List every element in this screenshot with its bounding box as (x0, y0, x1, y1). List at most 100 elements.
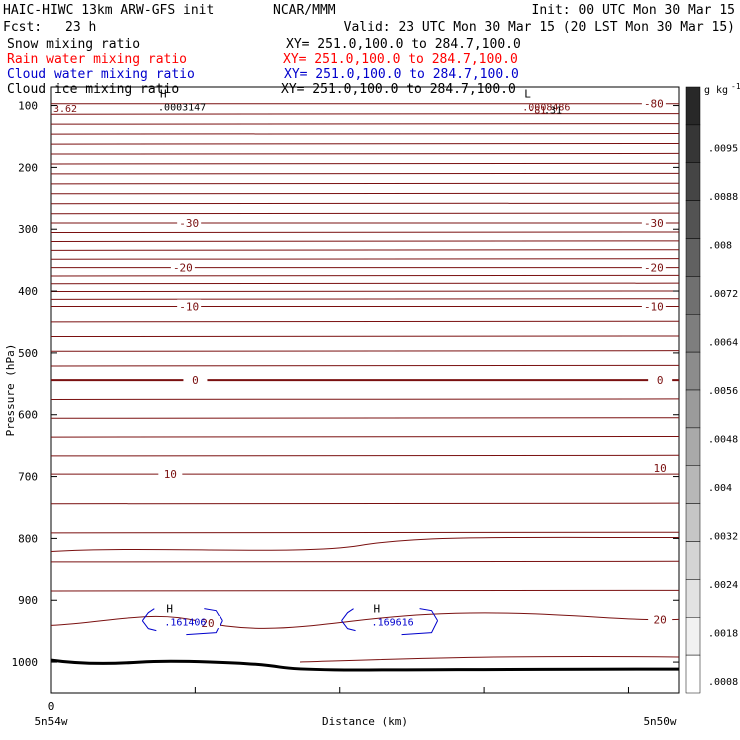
isotherm-line-minor (50, 152, 680, 155)
isotherm-line-minor (50, 162, 680, 165)
isotherm-label-bg (177, 299, 202, 312)
cloud-water-layer (141, 608, 439, 636)
isotherm-line-minor (50, 560, 680, 563)
colorbar-swatch (685, 351, 701, 391)
colorbar-unit-exponent: -1 (731, 82, 740, 91)
isotherm-line (50, 612, 680, 629)
isotherm-label-bg (170, 260, 195, 273)
isotherm-label: 20 (654, 613, 667, 626)
field-label-rain: Rain water mixing ratio (7, 52, 187, 67)
isotherm-label-bg (183, 373, 208, 386)
colorbar-swatch (685, 465, 701, 504)
colorbar-label: .0032 (708, 531, 738, 542)
colorbar-swatch (685, 276, 701, 315)
y-tick-label: 1000 (12, 656, 39, 669)
colorbar-swatch (685, 427, 701, 466)
ground-layer (50, 658, 680, 672)
isotherm-label-bg (177, 216, 202, 229)
colorbar-swatch (685, 238, 701, 277)
colorbar-swatch (685, 579, 701, 618)
isotherm-line-minor (50, 335, 680, 338)
isotherm-line-minor (50, 212, 680, 215)
colorbar: .0095 .0088 .008 .0072 .0064 .0056 .0048 .004 .0… (685, 86, 738, 694)
y-tick-label: 900 (18, 594, 38, 607)
isotherm-label-bg (641, 299, 666, 312)
colorbar-label: .0088 (708, 192, 738, 203)
isotherm-line-minor (50, 454, 680, 457)
isotherm-label: -10 (644, 301, 664, 314)
field-label-snow: Snow mixing ratio (7, 37, 140, 52)
isotherm-label-bg (158, 467, 183, 480)
colorbar-swatch (685, 86, 701, 126)
y-tick-label: 600 (18, 409, 38, 422)
isotherm-line-minor (50, 290, 680, 293)
isotherm-label: -20 (173, 262, 193, 275)
colorbar-label: .0072 (708, 289, 738, 300)
y-tick-label: 100 (18, 100, 38, 113)
cloud-water-contour (419, 608, 438, 621)
colorbar-swatch (685, 314, 701, 353)
colorbar-label: .0056 (708, 386, 738, 397)
field-xy-snow: XY= 251.0,100.0 to 284.7,100.0 (286, 37, 521, 52)
field-xy-cloud-water: XY= 251.0,100.0 to 284.7,100.0 (284, 67, 519, 82)
colorbar-label: .0008 (708, 677, 738, 688)
colorbar-swatch (685, 200, 701, 239)
y-tick-label: 800 (18, 532, 38, 545)
isotherm-label-bg (648, 460, 673, 473)
isotherm-line-minor (50, 258, 680, 260)
isotherm-line-minor (50, 249, 680, 251)
isotherm-label: 0 (657, 374, 664, 387)
isotherm-line-minor (50, 589, 680, 592)
x-axis-title: Distance (km) (322, 715, 408, 728)
cloud-water-contour (341, 620, 356, 632)
cloud-water-contour (204, 608, 223, 621)
org-label: NCAR/MMM (273, 3, 336, 18)
colorbar-label: .0018 (708, 628, 738, 639)
y-tick-label: 400 (18, 285, 38, 298)
colorbar-label: .0048 (708, 434, 738, 445)
isotherm-line-minor (50, 436, 680, 438)
plot-frame (50, 86, 680, 694)
y-tick-label: 200 (18, 161, 38, 174)
isotherm-label: -30 (179, 217, 199, 230)
colorbar-swatch (685, 654, 701, 694)
field-label-cloud-ice: Cloud ice mixing ratio (7, 82, 179, 97)
cloud-water-contour (186, 620, 223, 636)
terrain-line (50, 658, 680, 672)
isotherm-line-minor (50, 182, 680, 185)
isotherm-label: 0 (192, 374, 199, 387)
colorbar-label: .0064 (708, 338, 738, 349)
isotherm-line-minor (50, 231, 680, 234)
extremum-value: .169616 (372, 618, 414, 629)
isotherm-label: -30 (644, 217, 664, 230)
isotherm-label-bg (641, 96, 666, 109)
fcst-label: Fcst: (3, 20, 42, 35)
contour-annotation: 3.62 (53, 104, 77, 115)
isotherm-line-minor (50, 142, 680, 145)
isotherm-label: -80 (644, 98, 664, 111)
isotherm-label: 20 (201, 617, 214, 630)
y-tick-label: 700 (18, 471, 38, 484)
field-xy-rain: XY= 251.0,100.0 to 284.7,100.0 (283, 52, 518, 67)
isotherm-line (299, 655, 680, 663)
fcst-value: 23 h (65, 20, 96, 35)
colorbar-swatch (685, 503, 701, 542)
isotherm-line-minor (50, 192, 680, 195)
contour-annotation: .31 (544, 105, 562, 116)
cloud-water-contour (341, 608, 354, 621)
extremum-value: .0008486 (522, 103, 570, 114)
colorbar-unit: g kg (704, 85, 728, 96)
isotherm-label-bg (641, 260, 666, 273)
extremum-symbol: H (166, 603, 173, 616)
model-title: HAIC-HIWC 13km ARW-GFS init (3, 3, 214, 18)
cloud-water-contour (141, 620, 157, 632)
isotherm-line-minor (50, 133, 680, 135)
valid-time: Valid: 23 UTC Mon 30 Mar 15 (20 LST Mon … (344, 20, 735, 35)
extremum-symbol: L (524, 88, 531, 101)
contour-annotation: -81 (528, 105, 546, 116)
extremum-value: .0003147 (158, 103, 206, 114)
isotherm-label-bg (648, 612, 673, 625)
isotherm-line-minor (50, 123, 680, 125)
